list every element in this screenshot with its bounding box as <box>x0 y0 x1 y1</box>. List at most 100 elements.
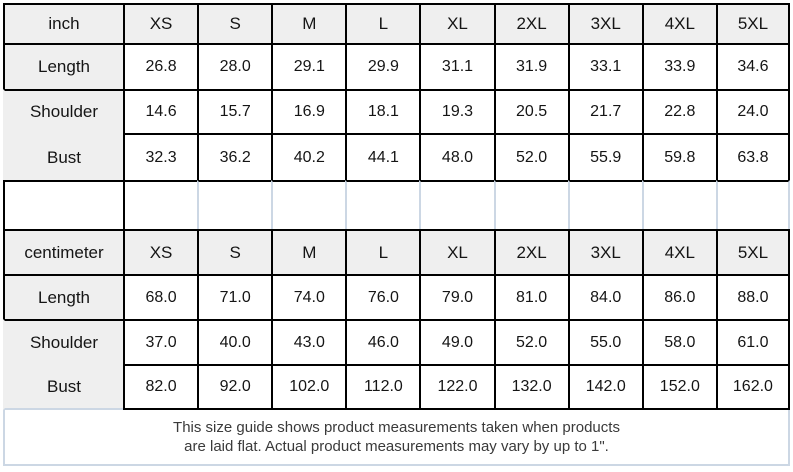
cell-length-cm-m: 74.0 <box>271 274 346 319</box>
size-header-l: L <box>345 3 420 43</box>
row-label-shoulder: Shoulder <box>3 319 123 364</box>
size-header-5xl: 5XL <box>715 3 790 43</box>
cell-shoulder-inch-3xl: 21.7 <box>567 89 642 133</box>
cell-bust-cm-s: 92.0 <box>197 364 272 410</box>
table-row-bust-cm: Bust 82.0 92.0 102.0 112.0 122.0 132.0 1… <box>3 364 790 410</box>
size-guide-table: inch XS S M L XL 2XL 3XL 4XL 5XL Length … <box>3 3 790 410</box>
cell-length-inch-l: 29.9 <box>345 43 420 89</box>
cell-length-cm-l: 76.0 <box>345 274 420 319</box>
spacer-cell <box>493 180 568 229</box>
cell-bust-cm-xs: 82.0 <box>123 364 198 410</box>
spacer-cell <box>123 180 198 229</box>
table-row-length-cm: Length 68.0 71.0 74.0 76.0 79.0 81.0 84.… <box>3 274 790 319</box>
cell-bust-inch-l: 44.1 <box>345 133 420 180</box>
size-header-2xl: 2XL <box>493 3 568 43</box>
spacer-cell <box>197 180 272 229</box>
cell-bust-cm-5xl: 162.0 <box>715 364 790 410</box>
unit-label-centimeter: centimeter <box>3 229 123 274</box>
cell-bust-cm-4xl: 152.0 <box>641 364 716 410</box>
table-row-bust-inch: Bust 32.3 36.2 40.2 44.1 48.0 52.0 55.9 … <box>3 133 790 180</box>
size-header-2xl: 2XL <box>493 229 568 274</box>
cell-shoulder-inch-2xl: 20.5 <box>493 89 568 133</box>
cell-bust-cm-2xl: 132.0 <box>493 364 568 410</box>
cell-length-inch-5xl: 34.6 <box>715 43 790 89</box>
table-row-shoulder-cm: Shoulder 37.0 40.0 43.0 46.0 49.0 52.0 5… <box>3 319 790 364</box>
cell-length-inch-m: 29.1 <box>271 43 346 89</box>
table-row-length-inch: Length 26.8 28.0 29.1 29.9 31.1 31.9 33.… <box>3 43 790 89</box>
cell-bust-inch-xs: 32.3 <box>123 133 198 180</box>
cell-shoulder-inch-m: 16.9 <box>271 89 346 133</box>
cell-bust-inch-2xl: 52.0 <box>493 133 568 180</box>
cell-shoulder-inch-5xl: 24.0 <box>715 89 790 133</box>
spacer-cell <box>715 180 790 229</box>
row-label-length: Length <box>3 274 123 319</box>
size-header-s: S <box>197 3 272 43</box>
size-header-m: M <box>271 229 346 274</box>
cell-bust-inch-4xl: 59.8 <box>641 133 716 180</box>
cell-shoulder-cm-xl: 49.0 <box>419 319 494 364</box>
row-label-shoulder: Shoulder <box>3 89 123 133</box>
cell-shoulder-cm-m: 43.0 <box>271 319 346 364</box>
centimeter-header-row: centimeter XS S M L XL 2XL 3XL 4XL 5XL <box>3 229 790 274</box>
size-header-xl: XL <box>419 229 494 274</box>
size-header-3xl: 3XL <box>567 229 642 274</box>
size-header-4xl: 4XL <box>641 229 716 274</box>
row-label-bust: Bust <box>3 364 123 410</box>
cell-shoulder-inch-4xl: 22.8 <box>641 89 716 133</box>
spacer-cell <box>567 180 642 229</box>
cell-shoulder-inch-l: 18.1 <box>345 89 420 133</box>
size-header-5xl: 5XL <box>715 229 790 274</box>
size-guide-note: This size guide shows product measuremen… <box>3 410 790 466</box>
cell-bust-cm-xl: 122.0 <box>419 364 494 410</box>
cell-length-inch-xs: 26.8 <box>123 43 198 89</box>
cell-length-cm-s: 71.0 <box>197 274 272 319</box>
spacer-row <box>3 180 790 229</box>
cell-length-cm-xl: 79.0 <box>419 274 494 319</box>
cell-shoulder-inch-xs: 14.6 <box>123 89 198 133</box>
size-header-s: S <box>197 229 272 274</box>
cell-bust-inch-s: 36.2 <box>197 133 272 180</box>
cell-shoulder-cm-l: 46.0 <box>345 319 420 364</box>
spacer-cell <box>271 180 346 229</box>
cell-shoulder-cm-2xl: 52.0 <box>493 319 568 364</box>
cell-length-cm-2xl: 81.0 <box>493 274 568 319</box>
note-line-2: are laid flat. Actual product measuremen… <box>184 438 609 455</box>
spacer-cell <box>419 180 494 229</box>
size-header-xl: XL <box>419 3 494 43</box>
table-row-shoulder-inch: Shoulder 14.6 15.7 16.9 18.1 19.3 20.5 2… <box>3 89 790 133</box>
cell-length-inch-2xl: 31.9 <box>493 43 568 89</box>
cell-length-inch-4xl: 33.9 <box>641 43 716 89</box>
row-label-length: Length <box>3 43 123 89</box>
cell-shoulder-cm-xs: 37.0 <box>123 319 198 364</box>
inch-header-row: inch XS S M L XL 2XL 3XL 4XL 5XL <box>3 3 790 43</box>
cell-bust-cm-l: 112.0 <box>345 364 420 410</box>
size-header-3xl: 3XL <box>567 3 642 43</box>
cell-bust-inch-5xl: 63.8 <box>715 133 790 180</box>
cell-shoulder-cm-5xl: 61.0 <box>715 319 790 364</box>
note-line-1: This size guide shows product measuremen… <box>173 419 620 436</box>
spacer-cell <box>641 180 716 229</box>
cell-shoulder-inch-s: 15.7 <box>197 89 272 133</box>
cell-bust-inch-xl: 48.0 <box>419 133 494 180</box>
cell-bust-inch-3xl: 55.9 <box>567 133 642 180</box>
size-header-xs: XS <box>123 229 198 274</box>
cell-bust-cm-3xl: 142.0 <box>567 364 642 410</box>
spacer-cell <box>345 180 420 229</box>
spacer-cell <box>3 180 123 229</box>
size-header-m: M <box>271 3 346 43</box>
cell-bust-inch-m: 40.2 <box>271 133 346 180</box>
cell-length-inch-s: 28.0 <box>197 43 272 89</box>
cell-length-cm-xs: 68.0 <box>123 274 198 319</box>
cell-length-cm-5xl: 88.0 <box>715 274 790 319</box>
cell-shoulder-inch-xl: 19.3 <box>419 89 494 133</box>
size-header-xs: XS <box>123 3 198 43</box>
cell-bust-cm-m: 102.0 <box>271 364 346 410</box>
cell-length-cm-3xl: 84.0 <box>567 274 642 319</box>
cell-shoulder-cm-s: 40.0 <box>197 319 272 364</box>
cell-shoulder-cm-4xl: 58.0 <box>641 319 716 364</box>
cell-length-cm-4xl: 86.0 <box>641 274 716 319</box>
cell-length-inch-xl: 31.1 <box>419 43 494 89</box>
row-label-bust: Bust <box>3 133 123 180</box>
size-header-l: L <box>345 229 420 274</box>
cell-shoulder-cm-3xl: 55.0 <box>567 319 642 364</box>
